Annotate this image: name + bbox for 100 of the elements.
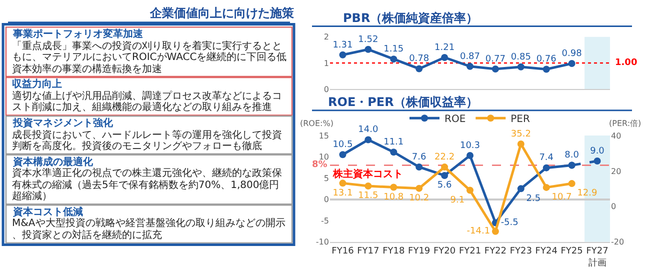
data-label: 10.3 [460, 140, 480, 151]
ref-line-label: 1.00 [615, 58, 638, 68]
legend-label: ROE [444, 114, 466, 125]
x-tick-label: FY21 [458, 246, 482, 257]
text: 資本構成の最適化 [12, 156, 94, 168]
data-label: 22.2 [434, 152, 455, 162]
text: M&Aや大型投資の戦略や経営基盤強化の取り組みなどの開示、投資家との対話を継続的に拡充 [12, 217, 286, 241]
y2-tick-label: -20 [611, 238, 624, 247]
data-label: 7.6 [412, 152, 427, 162]
text: 収益力向上 [12, 78, 62, 90]
y-tick-label: 2 [324, 32, 329, 42]
x-tick-label: FY19 [408, 246, 430, 257]
point [517, 185, 524, 192]
point [568, 180, 576, 188]
data-label: 0.77 [485, 54, 506, 64]
point [339, 151, 346, 158]
point [466, 186, 474, 194]
text: 資本水準適正化の視点での株主還元強化や、継続的な政策保有株式の縮減（過去5年で保有銘柄数を約70%、1,800億円超縮減） [12, 167, 282, 202]
point [416, 65, 423, 72]
point [517, 140, 524, 148]
data-label: 1.52 [358, 34, 378, 45]
x-tick-label: FY22 [484, 246, 507, 257]
y-tick-label: -10 [316, 238, 329, 247]
data-label: 0.85 [510, 52, 531, 62]
point [390, 56, 398, 63]
data-label: 10.8 [384, 192, 404, 202]
point [339, 180, 346, 187]
y-tick-label: 0 [324, 84, 329, 94]
point [390, 148, 398, 156]
point [441, 172, 448, 179]
point [542, 184, 550, 191]
point [416, 184, 423, 192]
text: 成長投資において、ハードルレート等の運用を強化して投資判断を高度化。投資後のモニタリングやフォローも徹底 [12, 129, 282, 152]
point [364, 136, 372, 144]
y2-tick-label: 40 [611, 131, 622, 140]
point [390, 184, 398, 191]
point [466, 152, 474, 159]
y-tick-label: 5 [324, 174, 329, 183]
data-label: 1.31 [332, 40, 353, 50]
point [542, 164, 550, 172]
x-tick-label: FY20 [433, 246, 456, 257]
y-tick-label: 1 [324, 58, 329, 68]
data-label: 0.87 [460, 52, 480, 62]
data-label: -14.1 [466, 226, 490, 237]
data-label: 8.0 [564, 150, 580, 161]
y2-tick-label: 0 [611, 202, 616, 212]
point [542, 66, 550, 73]
data-label: 0.76 [536, 54, 557, 65]
data-label: 10.2 [409, 193, 430, 204]
data-label: 5.6 [437, 180, 452, 191]
data-label: 11.1 [384, 137, 404, 148]
data-label: 1.15 [384, 44, 404, 54]
x-tick-label: FY25 [560, 246, 583, 257]
text: 投資マネジメント強化 [12, 117, 114, 129]
x-tick-label: FY18 [382, 246, 405, 257]
data-label: 14.0 [358, 125, 378, 136]
data-label: 0.98 [562, 48, 582, 59]
text: 「重点成長」事業への投資の刈り取りを着実に実行するとともに、マテリアルにおいてROICがWACCを継続的に下回る低資本効率の事業の構造転換を加速 [12, 40, 287, 75]
point [441, 54, 448, 61]
y2-tick-label: 20 [611, 166, 622, 176]
point [517, 63, 524, 70]
y2-axis-title: (PER:倍) [609, 119, 642, 128]
data-label: 10.7 [552, 192, 572, 203]
x-tick-label: FY27 計画 [586, 246, 608, 268]
data-label: 12.9 [577, 188, 598, 199]
point [441, 164, 448, 171]
point [568, 162, 576, 169]
ref-line-label: 8% [312, 160, 328, 170]
data-label: -5.5 [500, 218, 518, 228]
data-label: 7.4 [539, 153, 554, 164]
data-label: 11.5 [358, 191, 378, 202]
point [492, 228, 499, 235]
point [568, 60, 576, 67]
text: 事業ポートフォリオ変革加速 [12, 28, 144, 40]
x-tick-label: FY23 [510, 246, 532, 257]
x-tick-label: FY24 [535, 246, 558, 257]
x-tick-label: FY17 [357, 246, 380, 257]
y-tick-label: -5 [321, 216, 329, 226]
data-label: 13.1 [332, 188, 353, 198]
point [416, 163, 423, 170]
y-axis-title: (ROE:%) [300, 119, 334, 128]
chart-title: ROE・PER（株価収益率） [328, 95, 478, 109]
y-tick-label: 0 [324, 195, 329, 204]
data-label: 9.0 [590, 146, 605, 156]
data-label: 10.5 [332, 140, 353, 150]
point [466, 62, 474, 70]
data-label: 2.5 [526, 194, 541, 204]
data-label: 35.2 [510, 129, 531, 140]
data-label: 1.21 [434, 42, 455, 53]
point [364, 46, 372, 53]
annotation: 株主資本コスト [332, 168, 403, 180]
point [364, 182, 372, 190]
x-tick-label: FY16 [332, 246, 354, 257]
y-tick-label: 15 [318, 131, 329, 140]
y-tick-label: 10 [318, 152, 329, 162]
text: 資本コスト低減 [12, 206, 83, 218]
data-label: 0.78 [409, 54, 430, 64]
data-label: 9.1 [450, 195, 465, 206]
chart-title: PBR（株価純資産倍率） [343, 11, 478, 25]
text: 企業価値向上に向けた施策 [149, 6, 295, 20]
